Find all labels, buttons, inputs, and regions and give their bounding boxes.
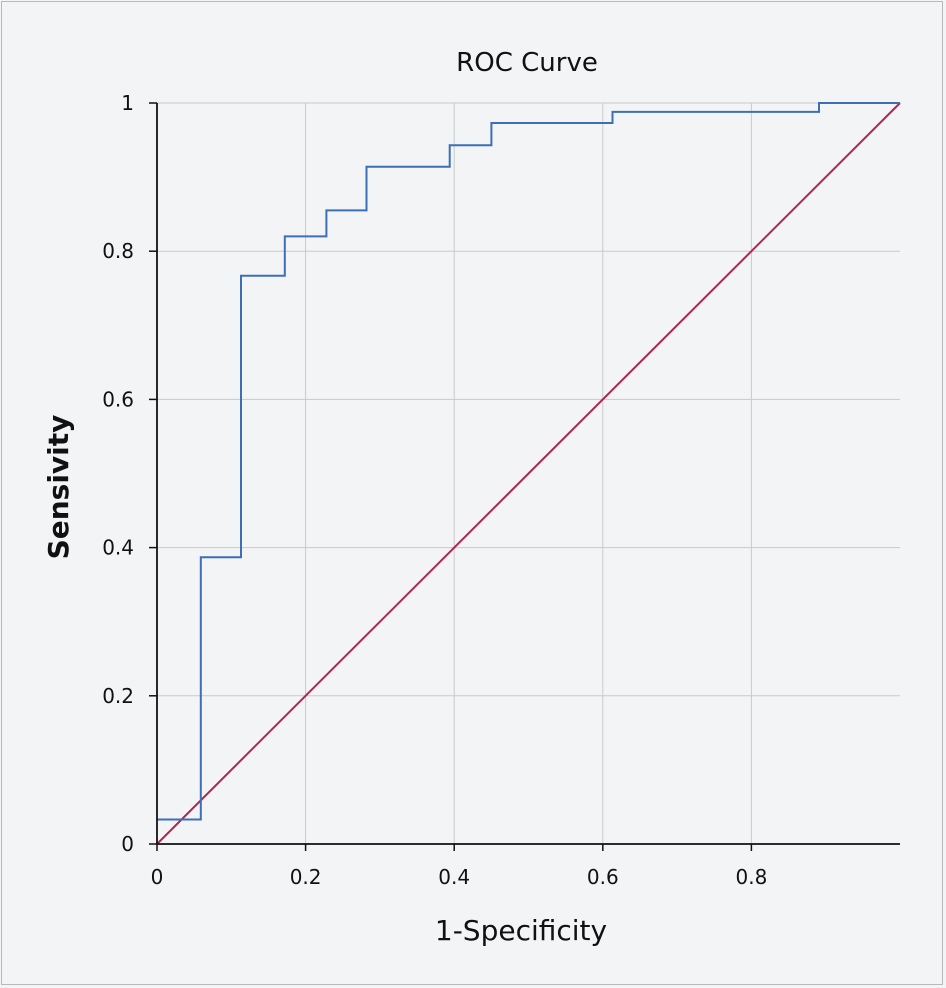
y-tick-label-4: 0.8 [102, 239, 134, 263]
x-tick-label-3: 0.6 [587, 865, 619, 889]
x-tick-label-4: 0.8 [735, 865, 767, 889]
x-axis-label: 1-Specificity [435, 914, 607, 947]
x-tick-label-2: 0.4 [438, 865, 470, 889]
y-tick-label-5: 1 [121, 91, 134, 115]
tick-layer: 0 0.2 0.4 0.6 0.8 0 0.2 0.4 0.6 0.8 1 [102, 91, 767, 889]
axes [156, 103, 900, 845]
y-tick-label-3: 0.6 [102, 387, 134, 411]
y-tick-label-2: 0.4 [102, 536, 134, 560]
x-tick-label-1: 0.2 [290, 865, 322, 889]
x-tick-label-0: 0 [151, 865, 164, 889]
series-layer [156, 102, 901, 845]
series-line-roc [157, 102, 900, 821]
y-axis-label: Sensivity [42, 415, 75, 560]
series-line-reference [156, 102, 901, 845]
y-tick-label-0: 0 [121, 832, 134, 856]
grid-lines [157, 102, 900, 844]
chart-title: ROC Curve [456, 48, 598, 78]
y-tick-label-1: 0.2 [102, 684, 134, 708]
